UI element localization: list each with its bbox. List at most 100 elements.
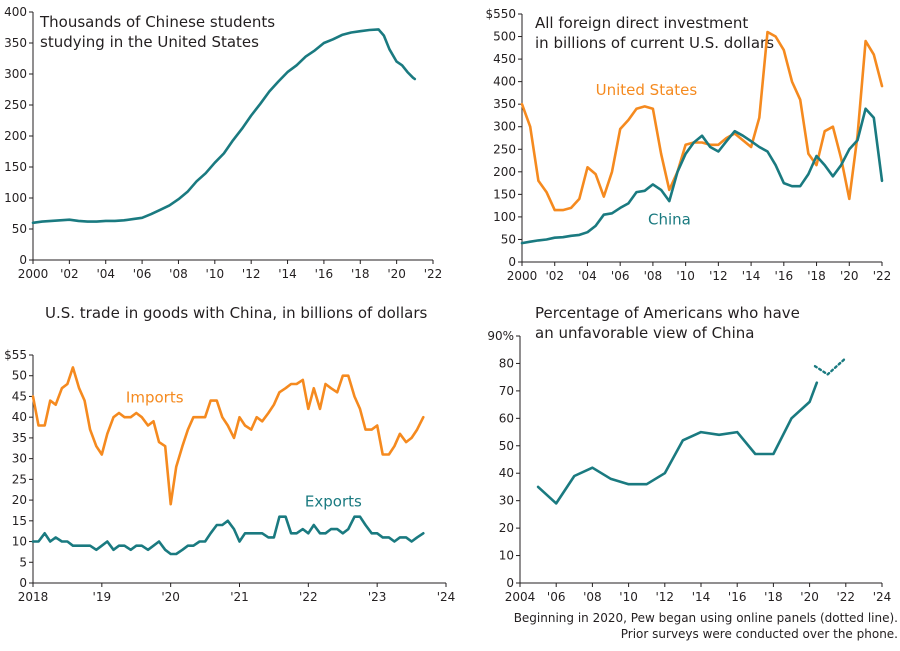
y-tick-label: 60 bbox=[499, 411, 514, 425]
y-tick-label: 250 bbox=[4, 98, 27, 112]
china-series-line bbox=[520, 107, 884, 245]
x-tick-label: 2000 bbox=[507, 269, 538, 283]
y-tick-label: 0 bbox=[19, 253, 27, 267]
y-tick-label: 450 bbox=[493, 52, 516, 66]
chart-title-line: Percentage of Americans who have bbox=[535, 304, 800, 322]
y-tick-label: 400 bbox=[4, 5, 27, 19]
panel-chinese-students: Thousands of Chinese students studying in… bbox=[4, 5, 442, 281]
series-annotations: United States China Imports Exports bbox=[126, 81, 697, 510]
y-tick-label: 300 bbox=[493, 120, 516, 134]
x-tick-label: '12 bbox=[242, 267, 261, 281]
data-series-line bbox=[536, 381, 819, 505]
x-tick-label: '08 bbox=[169, 267, 188, 281]
united-states-series-line bbox=[520, 30, 884, 212]
data-series-line bbox=[31, 28, 417, 225]
x-tick-label: '14 bbox=[692, 590, 711, 604]
y-tick-label: 0 bbox=[506, 576, 514, 590]
x-tick-label: '14 bbox=[278, 267, 297, 281]
y-tick-label: 100 bbox=[4, 191, 27, 205]
x-tick-label: '06 bbox=[611, 269, 630, 283]
footnote-line-2: Prior surveys were conducted over the ph… bbox=[621, 627, 898, 641]
chart-title-line: Thousands of Chinese students bbox=[39, 13, 275, 31]
panel-trade-with-china: U.S. trade in goods with China, in billi… bbox=[4, 304, 455, 604]
x-tick-label: '19 bbox=[93, 590, 112, 604]
x-tick-label: '16 bbox=[775, 269, 794, 283]
y-tick-label: 0 bbox=[508, 255, 516, 269]
x-tick-label: '18 bbox=[807, 269, 826, 283]
y-tick-label: 20 bbox=[499, 521, 514, 535]
y-tick-label: 5 bbox=[19, 555, 27, 569]
y-tick-label: 50 bbox=[501, 232, 516, 246]
x-tick-label: '20 bbox=[387, 267, 406, 281]
panel-foreign-direct-investment: All foreign direct investment in billions… bbox=[485, 7, 891, 283]
x-tick-label: '21 bbox=[230, 590, 249, 604]
x-tick-label: '18 bbox=[764, 590, 783, 604]
x-tick-label: '06 bbox=[133, 267, 152, 281]
chart-title-line: an unfavorable view of China bbox=[535, 324, 754, 342]
x-tick-label: 2018 bbox=[18, 590, 49, 604]
y-tick-label: 80 bbox=[499, 356, 514, 370]
y-tick-label: 70 bbox=[499, 384, 514, 398]
y-tick-label: 10 bbox=[499, 549, 514, 563]
x-tick-label: '08 bbox=[644, 269, 663, 283]
series-label-imports: Imports bbox=[126, 389, 184, 407]
y-tick-label: 25 bbox=[12, 472, 27, 486]
y-tick-label: 50 bbox=[12, 222, 27, 236]
x-tick-label: '23 bbox=[368, 590, 387, 604]
x-tick-label: '02 bbox=[545, 269, 564, 283]
x-tick-label: '16 bbox=[728, 590, 747, 604]
series-label-united-states: United States bbox=[596, 81, 698, 99]
y-tick-label: 250 bbox=[493, 142, 516, 156]
y-tick-label: 40 bbox=[12, 410, 27, 424]
x-tick-label: '22 bbox=[837, 590, 856, 604]
x-tick-label: '24 bbox=[873, 590, 892, 604]
chart-title-line: U.S. trade in goods with China, in billi… bbox=[45, 304, 427, 322]
y-tick-label: 30 bbox=[499, 494, 514, 508]
y-tick-label: 500 bbox=[493, 30, 516, 44]
y-tick-label: 90% bbox=[487, 329, 514, 343]
y-tick-label: 200 bbox=[493, 165, 516, 179]
x-tick-label: '12 bbox=[656, 590, 675, 604]
y-tick-label: 400 bbox=[493, 75, 516, 89]
x-tick-label: '22 bbox=[299, 590, 318, 604]
x-tick-label: '08 bbox=[583, 590, 602, 604]
y-tick-label: 10 bbox=[12, 535, 27, 549]
y-tick-label: 300 bbox=[4, 67, 27, 81]
x-tick-label: '20 bbox=[840, 269, 859, 283]
exports-series-line bbox=[31, 515, 425, 556]
x-tick-label: '10 bbox=[206, 267, 225, 281]
y-tick-label: $55 bbox=[4, 348, 27, 362]
chart-title-line: in billions of current U.S. dollars bbox=[535, 34, 774, 52]
x-tick-label: 2000 bbox=[18, 267, 49, 281]
x-tick-label: '04 bbox=[96, 267, 115, 281]
y-tick-label: 150 bbox=[4, 160, 27, 174]
y-tick-label: 200 bbox=[4, 129, 27, 143]
y-tick-label: 350 bbox=[493, 97, 516, 111]
x-tick-label: '22 bbox=[873, 269, 892, 283]
x-tick-label: '24 bbox=[437, 590, 456, 604]
x-tick-label: 2004 bbox=[505, 590, 536, 604]
chart-title-line: All foreign direct investment bbox=[535, 14, 748, 32]
imports-series-line bbox=[31, 366, 425, 506]
y-tick-label: 350 bbox=[4, 36, 27, 50]
y-tick-label: 50 bbox=[499, 439, 514, 453]
y-tick-label: 15 bbox=[12, 514, 27, 528]
y-tick-label: 45 bbox=[12, 389, 27, 403]
x-tick-label: '18 bbox=[351, 267, 370, 281]
y-tick-label: 20 bbox=[12, 493, 27, 507]
series-label-exports: Exports bbox=[305, 492, 362, 510]
x-tick-label: '22 bbox=[424, 267, 443, 281]
x-tick-label: '10 bbox=[676, 269, 695, 283]
y-tick-label: 30 bbox=[12, 452, 27, 466]
series-label-china: China bbox=[648, 211, 691, 229]
y-tick-label: 150 bbox=[493, 187, 516, 201]
x-tick-label: '16 bbox=[315, 267, 334, 281]
y-tick-label: 100 bbox=[493, 210, 516, 224]
x-tick-label: '10 bbox=[619, 590, 638, 604]
x-tick-label: '20 bbox=[161, 590, 180, 604]
footnote-line-1: Beginning in 2020, Pew began using onlin… bbox=[514, 611, 898, 625]
y-tick-label: $550 bbox=[485, 7, 516, 21]
x-tick-label: '06 bbox=[547, 590, 566, 604]
x-tick-label: '14 bbox=[742, 269, 761, 283]
